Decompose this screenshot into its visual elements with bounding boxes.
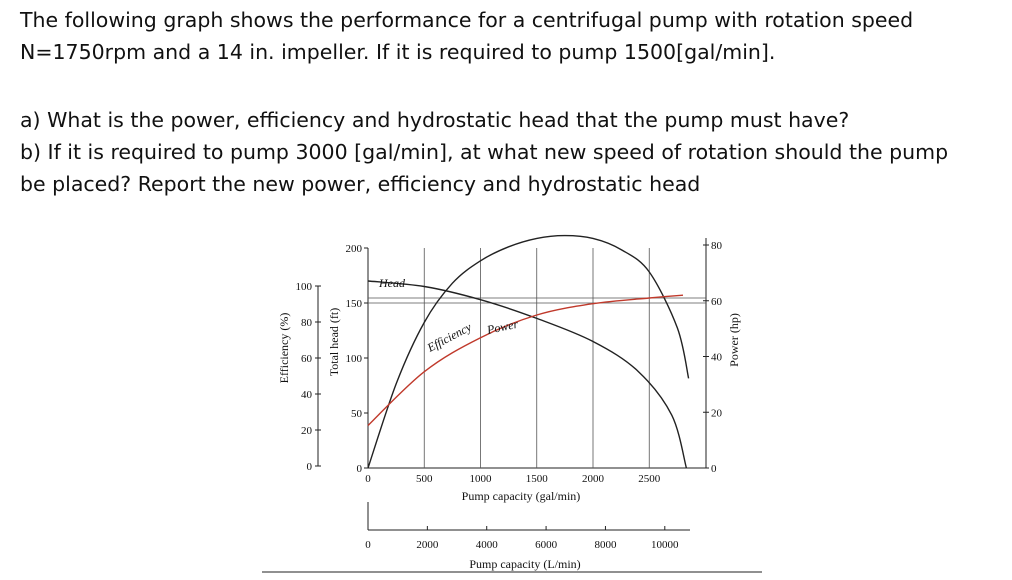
x-tick-label: 2000 <box>582 473 605 485</box>
efficiency-tick-label: 20 <box>301 425 313 437</box>
part-a: a) What is the power, efficiency and hyd… <box>20 108 850 132</box>
x2-tick-label: 8000 <box>594 539 617 551</box>
x-tick-label: 500 <box>416 473 433 485</box>
head-tick-label: 150 <box>346 298 363 310</box>
power-tick-label: 20 <box>711 407 723 419</box>
chart-curves <box>367 234 690 469</box>
efficiency-tick-label: 80 <box>301 317 313 329</box>
x2-tick-label: 10000 <box>651 539 679 551</box>
chart-grid <box>368 248 706 468</box>
x-tick-label: 1500 <box>526 473 549 485</box>
power-curve <box>367 294 684 427</box>
part-b-line-1: b) If it is required to pump 3000 [gal/m… <box>20 140 949 164</box>
x2-tick-label: 4000 <box>476 539 499 551</box>
power-tick-label: 0 <box>711 463 717 475</box>
intro-line-2: N=1750rpm and a 14 in. impeller. If it i… <box>20 40 776 64</box>
intro-line-1: The following graph shows the performanc… <box>20 8 914 32</box>
efficiency-tick-label: 40 <box>301 389 313 401</box>
head-tick-label: 200 <box>346 243 363 255</box>
efficiency-tick-label: 100 <box>296 281 313 293</box>
question-text: The following graph shows the performanc… <box>20 4 1005 200</box>
power-tick-label: 60 <box>711 296 723 308</box>
x-axis-label: Pump capacity (gal/min) <box>462 489 581 503</box>
power-curve-label: Power <box>485 317 520 337</box>
efficiency-curve-label: Efficiency <box>424 319 474 355</box>
x2-tick-label: 6000 <box>535 539 558 551</box>
head-curve <box>367 280 688 469</box>
head-curve-label: Head <box>378 276 406 290</box>
part-b-line-2: be placed? Report the new power, efficie… <box>20 172 701 196</box>
x2-tick-label: 2000 <box>416 539 439 551</box>
head-axis-label: Total head (ft) <box>327 308 341 376</box>
power-tick-label: 40 <box>711 352 723 364</box>
head-tick-label: 0 <box>357 463 363 475</box>
x-axis-label-secondary: Pump capacity (L/min) <box>469 557 580 571</box>
efficiency-curve <box>367 234 690 469</box>
x-tick-label: 2500 <box>638 473 661 485</box>
power-tick-label: 80 <box>711 240 723 252</box>
head-tick-label: 100 <box>346 353 363 365</box>
head-tick-label: 50 <box>351 408 363 420</box>
x-tick-label: 1000 <box>470 473 493 485</box>
x2-tick-label: 0 <box>365 539 371 551</box>
x-tick-label: 0 <box>365 473 371 485</box>
power-axis-label: Power (hp) <box>727 313 741 367</box>
efficiency-tick-label: 60 <box>301 353 313 365</box>
efficiency-axis-label: Efficiency (%) <box>277 313 291 384</box>
efficiency-tick-label: 0 <box>307 461 313 473</box>
